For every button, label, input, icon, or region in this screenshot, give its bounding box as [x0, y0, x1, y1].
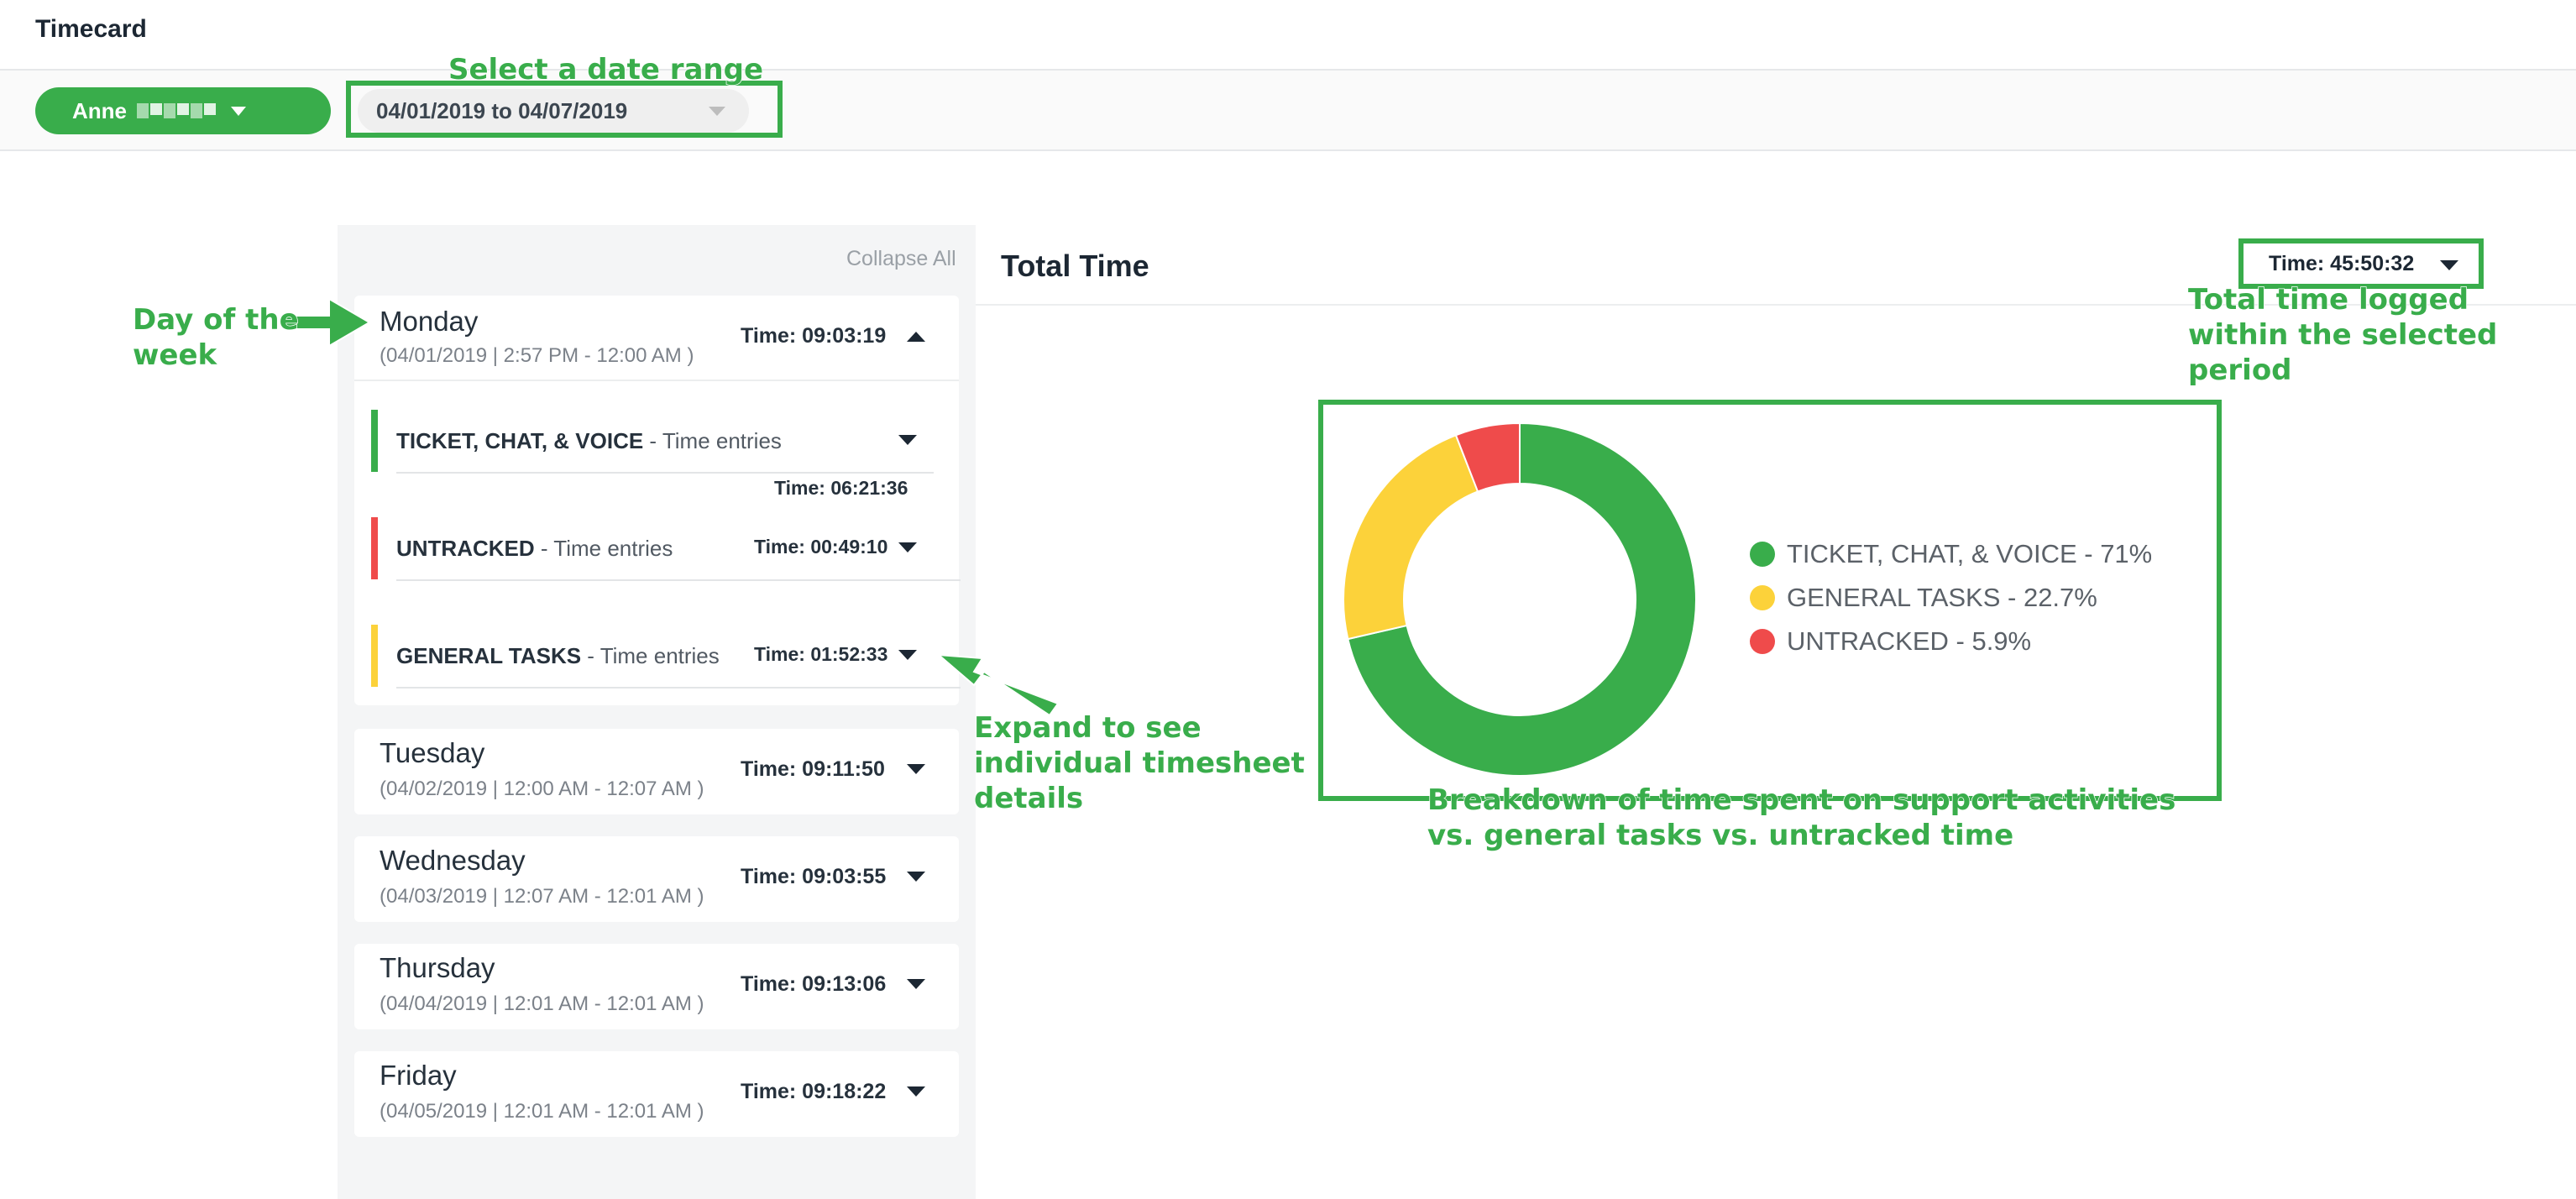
donut-slice — [1347, 423, 1696, 776]
legend-swatch — [1750, 629, 1775, 654]
user-select-button[interactable]: Anne — [35, 87, 331, 134]
legend-swatch — [1750, 585, 1775, 610]
chart-legend: TICKET, CHAT, & VOICE - 71% GENERAL TASK… — [1730, 521, 2151, 672]
category-divider — [396, 472, 934, 474]
chevron-down-icon[interactable] — [898, 435, 917, 445]
category-label: TICKET, CHAT, & VOICE - Time entries — [396, 428, 782, 454]
category-divider — [396, 579, 961, 581]
category-suffix: - Time entries — [643, 428, 782, 453]
category-row-general-tasks[interactable]: GENERAL TASKS - Time entries Time: 01:52… — [371, 625, 961, 692]
legend-label: GENERAL TASKS - 22.7% — [1787, 583, 2097, 612]
donut-slice — [1343, 433, 1479, 641]
category-label: GENERAL TASKS - Time entries — [396, 643, 720, 669]
total-time-value: Time: 45:50:32 — [2269, 252, 2415, 275]
day-time: Time: 09:13:06 — [741, 972, 887, 996]
day-range: (04/04/2019 | 12:01 AM - 12:01 AM ) — [380, 992, 704, 1015]
day-range: (04/02/2019 | 12:00 AM - 12:07 AM ) — [380, 778, 704, 800]
day-card-monday[interactable]: Monday (04/01/2019 | 2:57 PM - 12:00 AM … — [354, 296, 961, 705]
chevron-up-icon[interactable] — [907, 332, 925, 342]
day-name: Thursday — [380, 952, 495, 983]
annotation-total-time: Total time logged within the selected pe… — [2187, 282, 2498, 388]
day-range: (04/01/2019 | 2:57 PM - 12:00 AM ) — [380, 344, 694, 367]
day-name: Monday — [380, 306, 479, 337]
user-name: Anne — [72, 97, 127, 123]
category-name: GENERAL TASKS — [396, 643, 582, 668]
chevron-down-icon — [709, 107, 725, 116]
legend-item-untracked: UNTRACKED - 5.9% — [1750, 626, 2031, 657]
category-color-bar — [371, 410, 378, 472]
chevron-down-icon[interactable] — [2440, 260, 2458, 270]
day-time: Time: 09:18:22 — [741, 1080, 887, 1103]
category-divider — [396, 687, 961, 689]
category-color-bar — [371, 517, 378, 579]
legend-item-general-tasks: GENERAL TASKS - 22.7% — [1750, 583, 2097, 613]
chevron-down-icon[interactable] — [898, 542, 917, 552]
redacted-surname — [137, 103, 216, 118]
legend-label: TICKET, CHAT, & VOICE - 71% — [1787, 539, 2151, 568]
day-name: Wednesday — [380, 845, 526, 876]
annotation-highlight-chart — [1318, 400, 2222, 801]
category-suffix: - Time entries — [534, 536, 673, 561]
category-label: UNTRACKED - Time entries — [396, 536, 673, 562]
day-range: (04/05/2019 | 12:01 AM - 12:01 AM ) — [380, 1100, 704, 1123]
day-time: Time: 09:03:19 — [741, 324, 887, 348]
page-title: Timecard — [35, 15, 147, 43]
total-time-title: Total Time — [1001, 249, 1149, 283]
day-card-tuesday[interactable]: Tuesday (04/02/2019 | 12:00 AM - 12:07 A… — [354, 729, 959, 814]
donut-chart — [1343, 423, 1696, 776]
category-time: Time: 01:52:33 — [754, 643, 888, 665]
category-row-ticket[interactable]: TICKET, CHAT, & VOICE - Time entries Tim… — [371, 410, 942, 502]
day-time: Time: 09:03:55 — [741, 865, 887, 888]
category-time: Time: 00:49:10 — [754, 536, 888, 558]
annotation-expand: Expand to see individual timesheet detai… — [973, 710, 1305, 816]
day-range: (04/03/2019 | 12:07 AM - 12:01 AM ) — [380, 885, 704, 908]
date-range-select[interactable]: 04/01/2019 to 04/07/2019 — [358, 89, 749, 133]
arrow-to-expand — [936, 653, 1060, 717]
header-divider — [0, 69, 2576, 71]
day-card-wednesday[interactable]: Wednesday (04/03/2019 | 12:07 AM - 12:01… — [354, 836, 959, 922]
annotation-highlight-date — [346, 81, 783, 138]
legend-item-ticket: TICKET, CHAT, & VOICE - 71% — [1750, 539, 2151, 569]
annotation-breakdown: Breakdown of time spent on support activ… — [1427, 783, 2176, 853]
chevron-down-icon[interactable] — [907, 764, 925, 774]
chevron-down-icon[interactable] — [907, 872, 925, 882]
day-card-thursday[interactable]: Thursday (04/04/2019 | 12:01 AM - 12:01 … — [354, 944, 959, 1029]
day-divider — [354, 380, 959, 381]
legend-swatch — [1750, 542, 1775, 567]
category-row-untracked[interactable]: UNTRACKED - Time entries Time: 00:49:10 — [371, 517, 961, 584]
chevron-down-icon[interactable] — [898, 650, 917, 660]
collapse-all-link[interactable]: Collapse All — [846, 247, 956, 270]
legend-label: UNTRACKED - 5.9% — [1787, 626, 2032, 656]
donut-slice — [1454, 423, 1521, 493]
arrow-to-day-name — [285, 297, 371, 348]
day-card-friday[interactable]: Friday (04/05/2019 | 12:01 AM - 12:01 AM… — [354, 1051, 959, 1137]
day-name: Friday — [380, 1060, 457, 1091]
chevron-down-icon — [231, 106, 246, 116]
category-color-bar — [371, 625, 378, 687]
total-time-dropdown[interactable] — [2238, 238, 2484, 289]
annotation-date-range: Select a date range — [448, 52, 764, 87]
chevron-down-icon[interactable] — [907, 1086, 925, 1097]
category-name: TICKET, CHAT, & VOICE — [396, 428, 644, 453]
day-name: Tuesday — [380, 737, 485, 768]
chevron-down-icon[interactable] — [907, 979, 925, 989]
category-suffix: - Time entries — [581, 643, 720, 668]
category-time: Time: 06:21:36 — [774, 477, 908, 499]
date-range-value: 04/01/2019 to 04/07/2019 — [376, 97, 628, 123]
day-time: Time: 09:11:50 — [741, 757, 885, 781]
annotation-day-of-week: Day of the week — [132, 302, 299, 373]
category-name: UNTRACKED — [396, 536, 535, 561]
total-divider — [976, 304, 2576, 306]
